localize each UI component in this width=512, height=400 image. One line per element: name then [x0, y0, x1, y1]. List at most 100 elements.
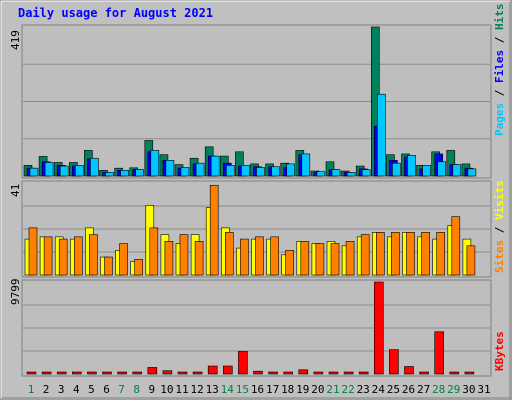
- bar-pages-day-10: [165, 160, 175, 177]
- panel-visits-ymax-label: 41: [9, 184, 22, 197]
- x-tick-label-day-12: 12: [190, 383, 203, 396]
- bar-pages-day-5: [90, 157, 99, 177]
- legend-sites-visits: Sites / Visits: [493, 180, 506, 273]
- x-tick-label-day-19: 19: [296, 383, 309, 396]
- x-tick-label-day-3: 3: [58, 383, 65, 396]
- x-tick-label-day-10: 10: [160, 383, 173, 396]
- bar-sites-day-24: [375, 232, 385, 276]
- bar-pages-day-9: [150, 150, 160, 177]
- legend-hits: Hits: [493, 4, 506, 31]
- bar-pages-day-16: [256, 167, 265, 177]
- bar-sites-day-26: [406, 232, 415, 276]
- bar-pages-day-11: [180, 167, 190, 177]
- bar-pages-day-1: [29, 167, 39, 177]
- panel-kbytes-ymax-label: 9799: [9, 279, 22, 306]
- legend-kbytes: KBytes: [493, 331, 506, 371]
- x-tick-label-day-16: 16: [251, 383, 264, 396]
- bar-sites-day-13: [209, 184, 219, 276]
- bar-kbytes-day-25: [389, 349, 399, 375]
- bar-kbytes-day-1: [26, 371, 37, 375]
- bar-kbytes-day-24: [373, 281, 384, 375]
- x-tick-label-day-26: 26: [402, 383, 415, 396]
- bar-sites-day-9: [149, 227, 159, 276]
- x-tick-label-day-18: 18: [281, 383, 294, 396]
- bar-pages-day-12: [195, 162, 205, 177]
- x-tick-label-day-9: 9: [148, 383, 155, 396]
- x-tick-label-day-8: 8: [133, 383, 140, 396]
- bar-pages-day-28: [437, 161, 447, 177]
- bar-pages-day-29: [452, 164, 462, 177]
- x-tick-label-day-22: 22: [341, 383, 354, 396]
- bar-kbytes-day-29: [449, 371, 460, 375]
- x-tick-label-day-5: 5: [88, 383, 95, 396]
- bar-pages-day-8: [135, 169, 144, 177]
- bar-kbytes-day-22: [343, 371, 354, 375]
- bar-pages-day-17: [271, 166, 280, 177]
- bar-sites-day-25: [391, 232, 400, 276]
- bar-sites-day-2: [43, 236, 53, 276]
- bar-sites-day-20: [315, 243, 325, 276]
- x-tick-label-day-11: 11: [175, 383, 188, 396]
- bar-pages-day-4: [75, 165, 84, 177]
- bar-pages-day-2: [44, 162, 54, 177]
- bar-kbytes-day-5: [87, 371, 97, 375]
- bar-sites-day-27: [421, 232, 430, 276]
- bar-kbytes-day-19: [298, 369, 309, 375]
- x-tick-label-day-1: 1: [28, 383, 35, 396]
- bar-sites-day-28: [436, 232, 446, 276]
- bar-kbytes-day-27: [419, 371, 429, 375]
- bar-kbytes-day-4: [72, 371, 82, 375]
- bar-kbytes-day-13: [207, 365, 218, 375]
- chart-title: Daily usage for August 2021: [18, 6, 213, 20]
- bar-kbytes-day-23: [358, 371, 369, 375]
- bar-kbytes-day-7: [117, 371, 127, 375]
- bar-pages-day-22: [346, 172, 356, 177]
- bar-sites-day-16: [255, 236, 264, 276]
- bar-sites-day-29: [451, 216, 461, 276]
- bar-sites-day-7: [119, 243, 128, 276]
- legend-sites: Sites: [493, 240, 506, 273]
- bar-kbytes-day-14: [223, 365, 233, 375]
- bar-sites-day-14: [225, 232, 234, 276]
- x-tick-label-day-25: 25: [387, 383, 400, 396]
- bar-kbytes-day-10: [162, 370, 173, 375]
- bar-pages-day-30: [467, 168, 477, 177]
- bar-sites-day-3: [58, 238, 68, 276]
- x-tick-label-day-23: 23: [357, 383, 370, 396]
- bar-kbytes-day-2: [41, 371, 52, 375]
- legend-hits-files-pages: Pages / Files / Hits: [493, 4, 506, 137]
- bar-sites-day-8: [134, 258, 143, 276]
- bar-pages-day-14: [226, 165, 235, 177]
- bar-sites-day-1: [28, 227, 38, 276]
- bar-pages-day-7: [120, 170, 129, 177]
- x-tick-label-day-13: 13: [206, 383, 219, 396]
- bar-pages-day-23: [361, 169, 371, 177]
- legend-sep-2: /: [493, 30, 506, 50]
- bar-sites-day-4: [74, 236, 83, 276]
- x-tick-label-day-4: 4: [73, 383, 80, 396]
- bar-pages-day-24: [376, 93, 386, 177]
- bar-kbytes-day-8: [132, 371, 142, 375]
- bar-pages-day-21: [331, 169, 341, 177]
- bar-sites-day-23: [360, 234, 370, 276]
- legend-files: Files: [493, 50, 506, 83]
- x-tick-label-day-15: 15: [236, 383, 249, 396]
- bar-pages-day-15: [241, 165, 250, 177]
- bar-pages-day-6: [105, 172, 114, 177]
- bar-pages-day-3: [59, 165, 69, 177]
- bar-sites-day-21: [330, 243, 340, 276]
- bar-sites-day-17: [270, 236, 279, 276]
- x-tick-label-day-30: 30: [462, 383, 475, 396]
- bar-kbytes-day-28: [434, 331, 445, 375]
- legend-sep-1: /: [493, 83, 506, 103]
- bar-sites-day-5: [89, 234, 98, 276]
- bar-pages-day-13: [210, 155, 220, 177]
- x-tick-label-day-14: 14: [221, 383, 235, 396]
- x-tick-label-day-7: 7: [118, 383, 125, 396]
- bar-pages-day-25: [392, 162, 401, 177]
- x-tick-label-day-6: 6: [103, 383, 110, 396]
- x-tick-label-day-21: 21: [326, 383, 339, 396]
- bar-kbytes-day-16: [253, 370, 263, 375]
- bar-pages-day-26: [407, 155, 416, 177]
